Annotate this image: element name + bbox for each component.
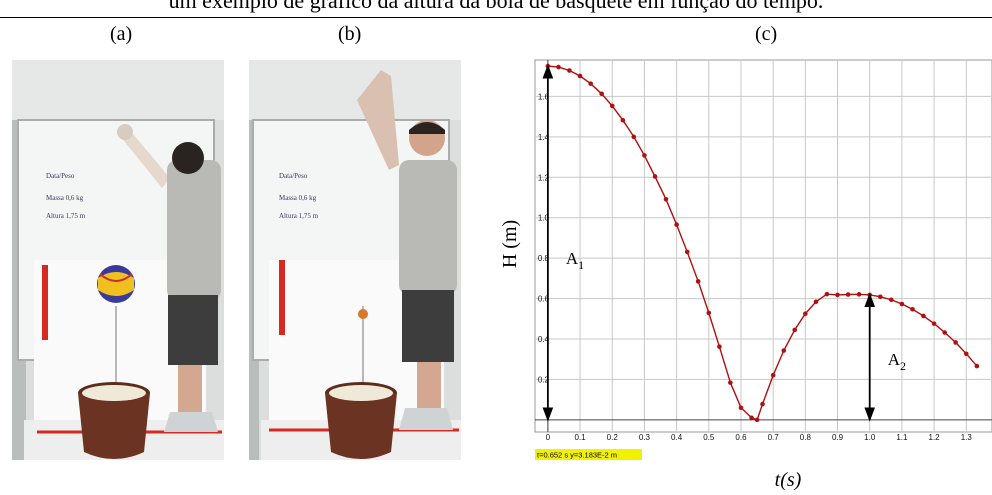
data-point [803, 311, 808, 317]
x-tick-label: 0.6 [735, 433, 747, 442]
data-point [878, 294, 883, 300]
photo-b-ball-falling: Data/Peso Massa 0,6 kg Altura 1,75 m [249, 60, 461, 460]
data-point [953, 340, 958, 345]
data-point [770, 372, 776, 378]
data-point [888, 297, 894, 303]
data-point [695, 279, 701, 284]
x-tick-label: 1.0 [864, 433, 876, 442]
data-point [835, 292, 840, 298]
data-point [974, 363, 980, 369]
photo-a-illustration: Data/Peso Massa 0,6 kg Altura 1,75 m [12, 60, 224, 460]
data-point [738, 405, 744, 411]
plot-area [534, 59, 992, 433]
data-point [717, 344, 722, 349]
data-point [588, 81, 593, 86]
x-axis-label: t(s) [775, 469, 802, 491]
y-axis-label: H (m) [499, 220, 521, 268]
data-point [674, 222, 679, 227]
data-point [931, 321, 937, 326]
x-tick-label: 0.1 [574, 433, 586, 442]
amplitude-label-main: A [566, 249, 579, 268]
figure-caption: um exemplo de gráfico da altura da bola … [168, 0, 824, 13]
data-point [577, 73, 583, 79]
x-tick-label: 0.8 [800, 433, 812, 442]
panel-label-c: (c) [755, 23, 778, 45]
x-tick-label: 1.2 [929, 433, 941, 442]
amplitude-label-main: A [888, 350, 901, 369]
data-point [910, 306, 915, 312]
data-point [921, 313, 926, 319]
data-point [609, 103, 615, 109]
data-point [845, 292, 851, 297]
data-point [781, 348, 787, 353]
cursor-readout-box [535, 449, 642, 460]
data-point [856, 292, 862, 297]
data-point [760, 401, 765, 407]
amplitude-label: A2 [888, 350, 906, 373]
x-tick-label: 0 [546, 433, 551, 442]
data-point [642, 153, 647, 158]
x-tick-label: 1.3 [961, 433, 973, 442]
photo-a-board-note-2: Massa 0,6 kg [46, 194, 84, 202]
data-point [652, 174, 658, 179]
data-point [631, 134, 637, 140]
photo-b-board-note-1: Data/Peso [279, 172, 308, 180]
data-point [963, 351, 969, 357]
caption-divider [0, 17, 992, 18]
data-point [942, 330, 947, 335]
cursor-readout-text: t=0.652 s y=3.183E-2 m [537, 451, 617, 460]
data-point [556, 64, 561, 70]
data-point [899, 301, 905, 307]
data-point [754, 417, 760, 423]
amplitude-label: A1 [566, 249, 584, 272]
data-point [728, 380, 733, 385]
data-point [813, 299, 819, 305]
data-point [663, 196, 669, 202]
data-point [620, 117, 626, 123]
x-tick-label: 1.1 [896, 433, 908, 442]
data-point [684, 249, 690, 255]
x-tick-label: 0.4 [671, 433, 683, 442]
data-point [567, 68, 572, 73]
data-point [792, 327, 798, 333]
x-tick-label: 0.7 [768, 433, 780, 442]
data-point [706, 310, 712, 316]
amplitude-label-sub: 1 [578, 258, 584, 272]
panel-label-a: (a) [110, 23, 133, 45]
x-tick-label: 0.3 [639, 433, 651, 442]
photo-b-board-note-2: Massa 0,6 kg [279, 194, 317, 202]
data-point [599, 91, 604, 97]
data-point [824, 291, 830, 297]
x-tick-label: 0.5 [703, 433, 715, 442]
photo-a-ball-before-release: Data/Peso Massa 0,6 kg Altura 1,75 m [12, 60, 224, 460]
photo-a-board-note-1: Data/Peso [46, 172, 75, 180]
amplitude-label-sub: 2 [900, 359, 906, 373]
data-point [749, 415, 754, 421]
photo-b-illustration: Data/Peso Massa 0,6 kg Altura 1,75 m [249, 60, 461, 460]
x-tick-label: 0.2 [607, 433, 619, 442]
photo-a-board-note-3: Altura 1,75 m [46, 212, 86, 220]
photo-b-board-note-3: Altura 1,75 m [279, 212, 319, 220]
panel-label-b: (b) [338, 23, 362, 45]
x-tick-label: 0.9 [832, 433, 844, 442]
